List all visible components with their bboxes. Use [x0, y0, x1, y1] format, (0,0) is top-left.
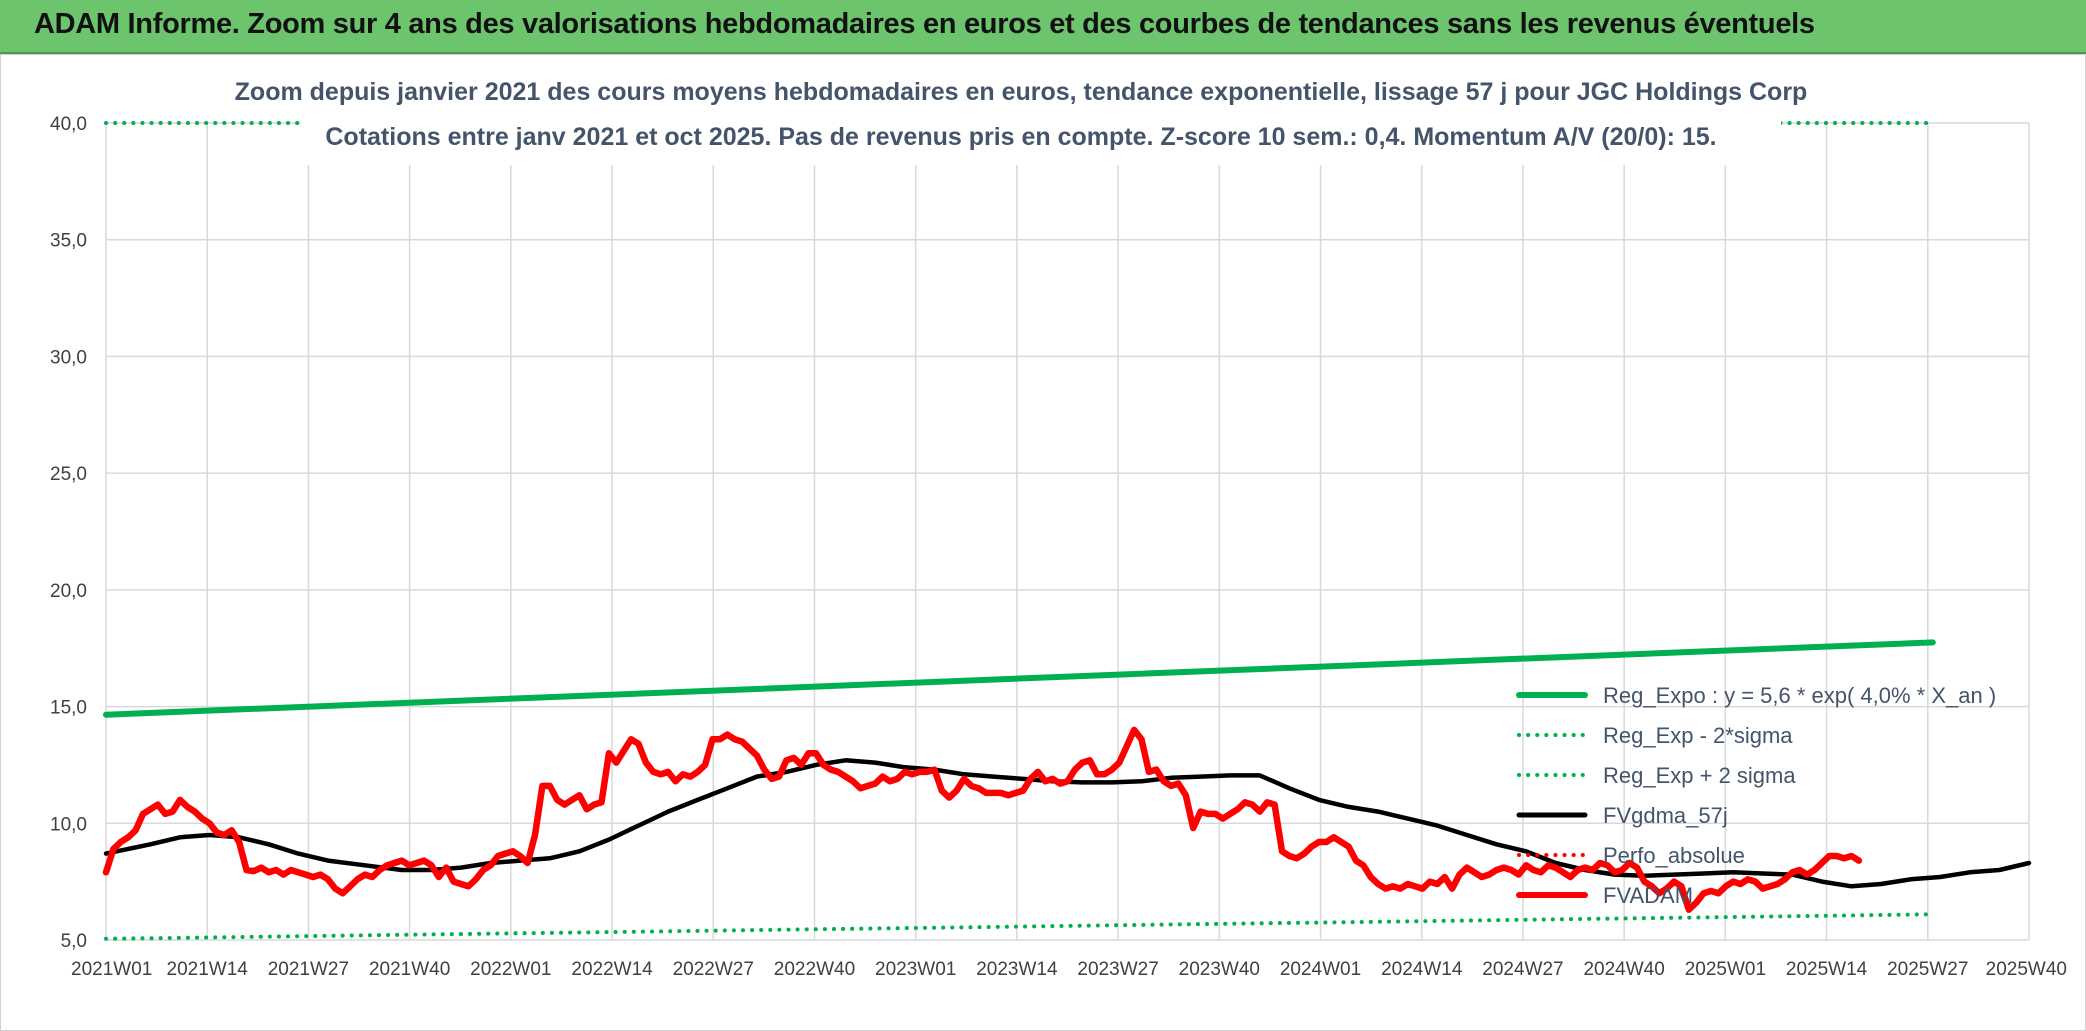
x-tick-label: 2024W01 [1280, 959, 1361, 980]
x-tick-label: 2021W27 [268, 959, 349, 980]
x-tick-label: 2023W14 [976, 959, 1058, 980]
series-line-5 [102, 726, 1863, 913]
line-chart: 2021W01 2021W14 2021W27 2021W40 2022W01 2022W… [50, 57, 2067, 980]
chart-area: 2021W01 2021W14 2021W27 2021W40 2022W01 2022W… [0, 54, 2086, 1031]
y-tick-label: 40,0 [50, 114, 87, 135]
x-tick-label: 2022W27 [673, 959, 754, 980]
legend-label-4: Perfo_absolue [1603, 843, 1745, 868]
y-axis-ticks: 5,0 10,0 15,0 20,0 25,0 30,0 35,0 40,0 [50, 114, 87, 952]
y-tick-label: 10,0 [50, 814, 87, 835]
legend-label-3: FVgdma_57j [1603, 803, 1728, 828]
y-tick-label: 35,0 [50, 231, 87, 252]
chart-grid [105, 122, 2030, 941]
x-tick-label: 2025W14 [1786, 959, 1868, 980]
chart-title-line-1: Zoom depuis janvier 2021 des cours moyen… [235, 78, 1808, 106]
y-tick-label: 15,0 [50, 698, 87, 719]
x-tick-label: 2023W40 [1179, 959, 1260, 980]
x-tick-label: 2025W40 [1986, 959, 2067, 980]
x-tick-label: 2023W01 [875, 959, 956, 980]
x-tick-label: 2024W27 [1482, 959, 1563, 980]
series-line-3 [103, 758, 2032, 889]
x-tick-label: 2022W01 [470, 959, 551, 980]
report-banner: ADAM Informe. Zoom sur 4 ans des valoris… [0, 0, 2086, 54]
chart-legend: Reg_Expo : y = 5,6 * exp( 4,0% * X_an ) R… [1516, 683, 1996, 908]
x-tick-label: 2025W27 [1887, 959, 1968, 980]
x-tick-label: 2021W14 [167, 959, 249, 980]
y-tick-label: 20,0 [50, 581, 87, 602]
y-tick-label: 5,0 [61, 931, 87, 952]
series-line-0 [103, 639, 1936, 718]
x-tick-label: 2025W01 [1685, 959, 1766, 980]
x-axis-ticks: 2021W01 2021W14 2021W27 2021W40 2022W01 2022W… [71, 959, 2067, 980]
chart-series [102, 121, 2032, 941]
x-tick-label: 2022W40 [774, 959, 855, 980]
report-title: ADAM Informe. Zoom sur 4 ans des valoris… [34, 8, 1815, 40]
legend-label-0: Reg_Expo : y = 5,6 * exp( 4,0% * X_an ) [1603, 683, 1996, 708]
legend-label-5: FVADAM [1603, 883, 1693, 908]
x-tick-label: 2021W40 [369, 959, 450, 980]
chart-title-line-2: Cotations entre janv 2021 et oct 2025. P… [325, 123, 1716, 151]
title-background [301, 57, 1781, 165]
x-tick-label: 2024W40 [1583, 959, 1664, 980]
series-line-1 [104, 912, 1935, 941]
x-tick-label: 2023W27 [1077, 959, 1158, 980]
y-tick-label: 30,0 [50, 347, 87, 368]
x-tick-label: 2022W14 [571, 959, 653, 980]
legend-label-1: Reg_Exp - 2*sigma [1603, 723, 1793, 748]
x-tick-label: 2021W01 [71, 959, 152, 980]
legend-label-2: Reg_Exp + 2 sigma [1603, 763, 1796, 788]
x-tick-label: 2024W14 [1381, 959, 1463, 980]
y-tick-label: 25,0 [50, 464, 87, 485]
